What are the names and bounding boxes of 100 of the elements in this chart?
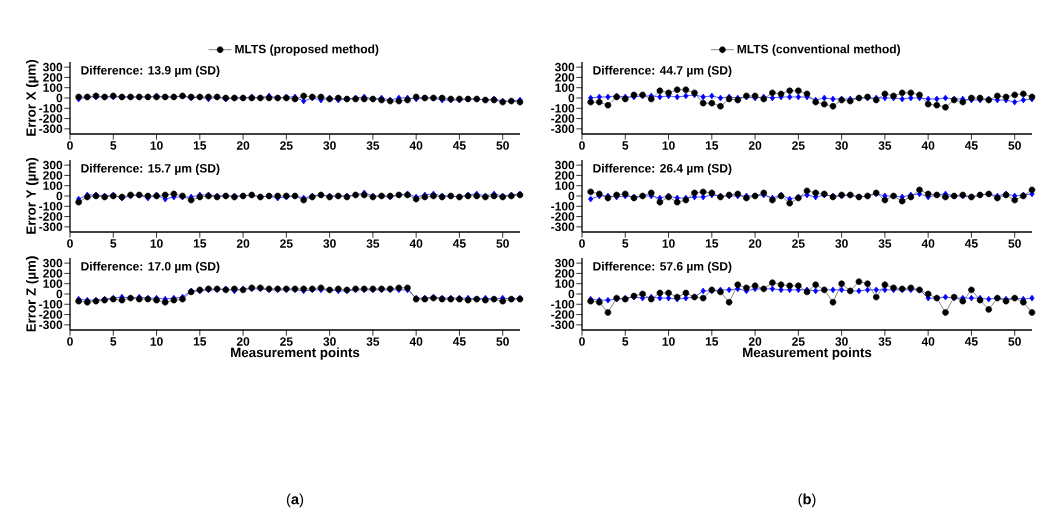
y-tick-label: -300 (551, 222, 575, 232)
y-tick-label: 100 (43, 181, 63, 190)
y-tick-label: 300 (42, 258, 63, 268)
y-tick-label: -300 (551, 124, 575, 134)
x-axis-title: Measurement points (231, 347, 360, 360)
y-tick-label: 200 (555, 73, 575, 82)
x-tick-label: 30 (323, 337, 336, 346)
x-tick-label: 5 (110, 239, 117, 248)
x-tick-label: 20 (236, 239, 250, 248)
x-tick-label: 15 (193, 239, 207, 248)
annotation: Difference: 57.6 µm (SD) (593, 261, 732, 273)
y-axis-title: Error Z (µm) (26, 256, 39, 332)
annotation: Difference: 17.0 µm (SD) (81, 261, 220, 273)
x-tick-label: 25 (280, 337, 293, 346)
x-tick-label: 0 (579, 141, 585, 150)
x-tick-label: 5 (110, 141, 117, 150)
x-tick-label: 40 (409, 239, 423, 248)
x-tick-label: 45 (964, 337, 978, 346)
x-tick-label: 30 (835, 141, 848, 150)
legend-label: MLTS (conventional method) (737, 44, 901, 56)
y-tick-label: 100 (555, 181, 575, 190)
legend-label: MLTS (proposed method) (235, 44, 379, 56)
y-tick-label: -100 (551, 202, 575, 211)
y-tick-label: 200 (43, 171, 63, 180)
y-tick-label: -300 (39, 124, 63, 134)
y-tick-label: 0 (568, 93, 575, 103)
y-tick-label: 0 (56, 191, 63, 201)
y-tick-label: 100 (555, 83, 575, 92)
y-tick-label: -200 (551, 114, 575, 123)
y-tick-label: 100 (43, 279, 63, 288)
annotation: Difference: 13.9 µm (SD) (81, 65, 220, 77)
x-tick-label: 40 (921, 337, 935, 346)
x-tick-label: 0 (67, 239, 73, 248)
x-tick-label: 20 (236, 141, 250, 150)
y-tick-label: 200 (43, 269, 63, 278)
y-tick-label: 300 (42, 160, 63, 170)
x-tick-label: 5 (110, 337, 117, 346)
y-tick-label: -200 (39, 310, 63, 319)
x-tick-label: 25 (280, 141, 293, 150)
y-tick-label: 0 (56, 93, 63, 103)
x-tick-label: 45 (964, 239, 978, 248)
y-tick-label: -200 (551, 212, 575, 221)
x-tick-label: 40 (921, 141, 935, 150)
y-tick-label: 0 (568, 289, 575, 299)
x-tick-label: 35 (878, 239, 892, 248)
y-tick-label: -100 (39, 104, 63, 113)
x-tick-label: 15 (705, 337, 719, 346)
y-tick-label: -100 (551, 104, 575, 113)
y-tick-label: -200 (551, 310, 575, 319)
x-tick-label: 35 (366, 239, 380, 248)
x-tick-label: 10 (150, 337, 163, 346)
x-tick-label: 0 (67, 337, 73, 346)
x-tick-label: 5 (622, 337, 629, 346)
x-tick-label: 35 (878, 141, 892, 150)
x-tick-label: 50 (1008, 239, 1021, 248)
y-tick-label: 200 (43, 73, 63, 82)
x-tick-label: 45 (452, 337, 466, 346)
x-tick-label: 25 (792, 141, 805, 150)
x-tick-label: 45 (964, 141, 978, 150)
x-tick-label: 15 (193, 337, 207, 346)
y-tick-label: 100 (43, 83, 63, 92)
x-tick-label: 15 (705, 239, 719, 248)
y-tick-label: -200 (39, 114, 63, 123)
y-tick-label: -300 (39, 320, 63, 330)
annotation: Difference: 44.7 µm (SD) (593, 65, 732, 77)
y-tick-label: 300 (42, 62, 63, 72)
x-tick-label: 15 (193, 141, 207, 150)
y-tick-label: 0 (56, 289, 63, 299)
y-tick-label: -300 (39, 222, 63, 232)
y-tick-label: 100 (555, 279, 575, 288)
x-tick-label: 40 (409, 337, 423, 346)
x-tick-label: 40 (409, 141, 423, 150)
x-tick-label: 50 (496, 337, 509, 346)
x-tick-label: 35 (366, 141, 380, 150)
y-tick-label: -100 (39, 202, 63, 211)
x-tick-label: 50 (496, 141, 509, 150)
y-tick-label: 0 (568, 191, 575, 201)
x-tick-label: 5 (622, 141, 629, 150)
x-tick-label: 10 (662, 141, 675, 150)
x-tick-label: 35 (366, 337, 380, 346)
y-axis-title: Error Y (µm) (26, 158, 39, 234)
x-tick-label: 10 (662, 337, 675, 346)
x-tick-label: 0 (579, 239, 585, 248)
x-tick-label: 20 (748, 239, 762, 248)
x-tick-label: 30 (835, 337, 848, 346)
annotation: Difference: 15.7 µm (SD) (81, 163, 220, 175)
y-tick-label: -100 (551, 300, 575, 309)
x-tick-label: 20 (236, 337, 250, 346)
x-tick-label: 40 (921, 239, 935, 248)
x-tick-label: 10 (150, 239, 163, 248)
y-tick-label: 300 (554, 62, 575, 72)
y-tick-label: 300 (554, 160, 575, 170)
x-tick-label: 15 (705, 141, 719, 150)
x-tick-label: 20 (748, 141, 762, 150)
x-tick-label: 10 (150, 141, 163, 150)
y-tick-label: 200 (555, 269, 575, 278)
annotation: Difference: 26.4 µm (SD) (593, 163, 732, 175)
y-tick-label: -300 (551, 320, 575, 330)
x-tick-label: 45 (452, 239, 466, 248)
x-tick-label: 50 (496, 239, 509, 248)
